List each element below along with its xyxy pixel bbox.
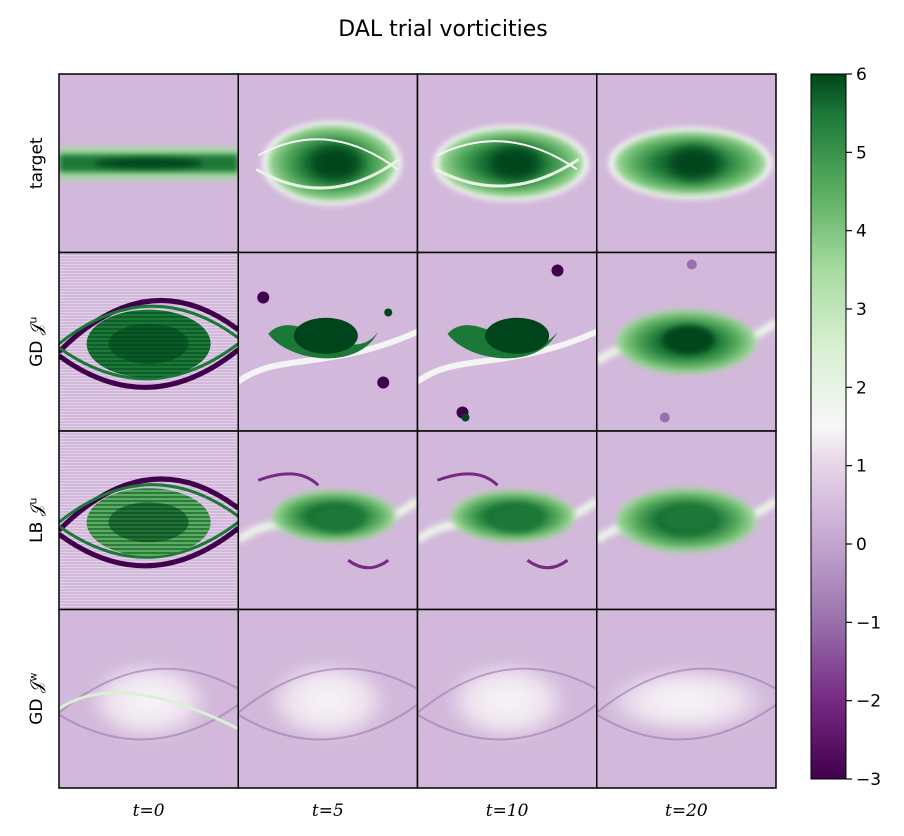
colorbar-tick-label: 5 — [856, 143, 867, 163]
panel-grid — [58, 73, 777, 789]
column-labels: t=0 t=5 t=10 t=20 — [133, 801, 708, 821]
panel-2-0 — [58, 430, 239, 611]
column-label: t=0 — [133, 801, 165, 821]
colorbar-ticks: 6 5 4 3 2 1 0 −1 −2 −3 — [846, 65, 881, 790]
chart-title: DAL trial vorticities — [338, 17, 547, 42]
panel-3-2 — [416, 608, 598, 789]
panel-0-3 — [596, 73, 777, 254]
panel-2-1 — [237, 430, 419, 611]
colorbar: 6 5 4 3 2 1 0 −1 −2 −3 — [810, 65, 881, 790]
column-label: t=10 — [486, 801, 529, 821]
row-label: target — [27, 137, 47, 189]
column-label: t=5 — [312, 801, 344, 821]
colorbar-tick-label: 0 — [856, 535, 867, 555]
colorbar-tick-label: 3 — [856, 300, 867, 320]
panel-3-1 — [237, 608, 419, 789]
row-label: GD 𝒥ʷ — [27, 672, 47, 724]
panel-3-0 — [58, 608, 239, 789]
colorbar-tick-label: −3 — [856, 770, 881, 790]
panel-1-2 — [416, 251, 598, 432]
panel-1-3 — [596, 251, 777, 432]
row-labels: target GD 𝒥ᵘ LB 𝒥ᵘ GD 𝒥ʷ — [27, 137, 47, 725]
panel-2-2 — [416, 430, 598, 611]
colorbar-gradient — [810, 73, 847, 780]
row-label: LB 𝒥ᵘ — [27, 498, 47, 543]
colorbar-tick-label: −1 — [856, 613, 881, 633]
colorbar-tick-label: 1 — [856, 457, 867, 477]
panel-0-1 — [237, 73, 419, 254]
panel-0-0 — [58, 73, 239, 254]
panel-0-2 — [416, 73, 598, 254]
colorbar-tick-label: 6 — [856, 65, 867, 85]
row-label: GD 𝒥ᵘ — [27, 317, 47, 367]
colorbar-tick-label: 4 — [856, 222, 867, 242]
panel-3-3 — [596, 608, 777, 789]
panel-1-1 — [237, 251, 419, 432]
colorbar-tick-label: 2 — [856, 378, 867, 398]
column-label: t=20 — [665, 801, 708, 821]
colorbar-tick-label: −2 — [856, 692, 881, 712]
panel-1-0 — [58, 251, 239, 432]
panel-2-3 — [596, 430, 777, 611]
